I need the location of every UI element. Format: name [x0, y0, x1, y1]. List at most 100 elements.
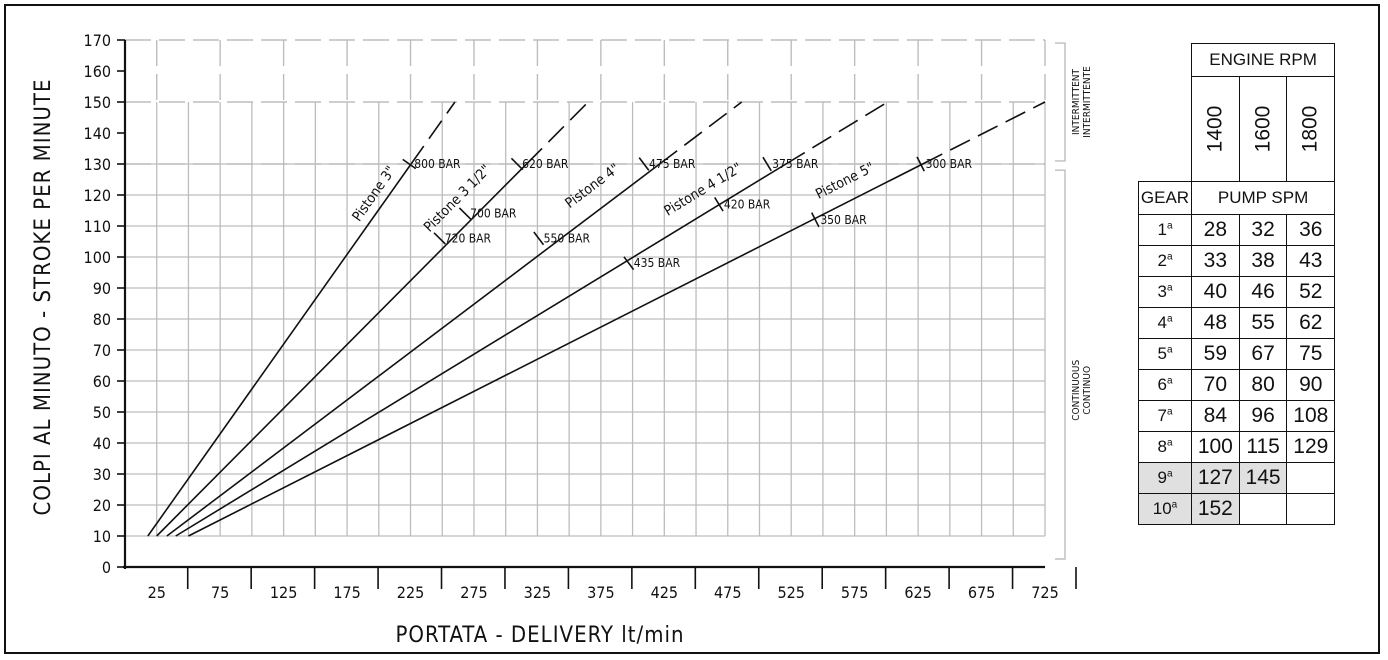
x-tick-label: 425	[651, 583, 678, 602]
x-tick-label: 125	[270, 583, 297, 602]
gear-ordinal: a	[1166, 437, 1173, 449]
spm-cell: 80	[1238, 369, 1288, 401]
x-tick-label: 525	[777, 583, 804, 602]
gear-number: 10	[1152, 499, 1172, 518]
y-tick-label: 70	[93, 341, 111, 360]
rpm-value: 1400	[1203, 105, 1227, 153]
spm-cell: 52	[1286, 276, 1336, 308]
y-tick-label: 170	[84, 31, 111, 50]
gear-number: 4	[1157, 313, 1167, 332]
zone-labels: INTERMITTENT INTERMITTENTE CONTINUOUS CONTI…	[1055, 42, 1093, 560]
pressure-label: 800 BAR	[414, 157, 461, 171]
x-tick-label: 275	[460, 583, 487, 602]
y-tick-label: 150	[84, 93, 111, 112]
delivery-chart: 0 10 20 30 40 50 60 70 80 90 100 110 120 130 140 150 160…	[31, 31, 1093, 648]
gear-ordinal: a	[1166, 468, 1173, 480]
gear-ordinal: a	[1166, 282, 1173, 294]
y-tick-label: 120	[84, 186, 111, 205]
gear-number: 8	[1157, 437, 1167, 456]
pressure-label: 700 BAR	[470, 207, 517, 221]
gear-number: 3	[1157, 282, 1167, 301]
intermittent-label-line: INTERMITTENT	[1071, 69, 1082, 135]
x-tick-label: 575	[841, 583, 868, 602]
gear-ordinal: a	[1166, 313, 1173, 325]
spm-cell: 28	[1191, 214, 1240, 246]
spm-cell: 70	[1191, 369, 1240, 401]
y-tick-label: 10	[93, 527, 111, 546]
y-axis-label: COLPI AL MINUTO - STROKE PER MINUTE	[31, 79, 56, 516]
x-tick-label: 475	[714, 583, 741, 602]
intermittent-bracket	[1055, 42, 1066, 162]
table-corner	[1138, 43, 1192, 182]
x-tick-label: 25	[148, 583, 166, 602]
gear-cell: 2a	[1138, 245, 1192, 277]
spm-cell: 48	[1191, 307, 1240, 339]
table-row: 4a 48 55 62	[1138, 307, 1336, 339]
pressure-label: 475 BAR	[649, 157, 696, 171]
series-line-solid	[188, 163, 923, 537]
spm-cell	[1286, 493, 1336, 525]
pressure-label: 350 BAR	[820, 213, 867, 227]
series-name: Pistone 4"	[562, 161, 622, 212]
pressure-tick	[623, 256, 635, 271]
spm-cell: 33	[1191, 245, 1240, 277]
pressure-tick	[762, 156, 772, 172]
spm-cell: 100	[1191, 431, 1240, 463]
pressure-tick	[402, 158, 417, 170]
rpm-header-1400: 1400	[1191, 76, 1240, 182]
series-line-dashed	[785, 101, 889, 165]
x-tick-label: 325	[524, 583, 551, 602]
pressure-label: 620 BAR	[522, 157, 569, 171]
pressure-tick	[433, 232, 446, 245]
rpm-value: 1600	[1251, 105, 1275, 153]
continuous-label-line: CONTINUOUS	[1071, 360, 1082, 421]
y-tick-label: 60	[93, 372, 111, 391]
figure-frame	[4, 4, 1380, 654]
series-line-solid	[147, 163, 412, 537]
gear-cell: 5a	[1138, 338, 1192, 370]
table-row: 3a 40 46 52	[1138, 276, 1336, 308]
pressure-tick	[533, 231, 545, 246]
pressure-tick	[810, 212, 820, 228]
continuous-label-line: CONTINUO	[1082, 366, 1093, 415]
pressure-label: 720 BAR	[445, 231, 492, 245]
gear-cell: 8a	[1138, 431, 1192, 463]
spm-cell: 59	[1191, 338, 1240, 370]
spm-cell: 152	[1191, 493, 1240, 525]
gear-cell: 3a	[1138, 276, 1192, 308]
pressure-tick	[916, 156, 925, 172]
gear-ordinal: a	[1166, 406, 1173, 418]
gear-cell: 7a	[1138, 400, 1192, 432]
spm-cell: 75	[1286, 338, 1336, 370]
gear-cell: 10a	[1138, 493, 1192, 525]
y-tick-label: 50	[93, 403, 111, 422]
spm-cell: 36	[1286, 214, 1336, 246]
y-tick-label: 30	[93, 465, 111, 484]
y-tick-label: 140	[84, 124, 111, 143]
spm-cell	[1238, 493, 1288, 525]
table-row: 1a 28 32 36	[1138, 214, 1336, 246]
table-row: 2a 33 38 43	[1138, 245, 1336, 277]
spm-cell: 38	[1238, 245, 1288, 277]
gear-ordinal: a	[1166, 220, 1173, 232]
spm-cell: 115	[1238, 431, 1288, 463]
spm-cell: 55	[1238, 307, 1288, 339]
pressure-label: 375 BAR	[772, 157, 819, 171]
rpm-header-1800: 1800	[1286, 76, 1336, 182]
pump-spm-table: ENGINE RPM 1400 1600 1800 GEAR PUMP SPM 1a 28 32…	[1138, 43, 1336, 525]
gear-number: 6	[1157, 375, 1167, 394]
table-row: 5a 59 67 75	[1138, 338, 1336, 370]
gear-header: GEAR	[1138, 181, 1192, 215]
table-row: 10a 152	[1138, 493, 1336, 525]
gear-cell: 9a	[1138, 462, 1192, 494]
spm-cell: 43	[1286, 245, 1336, 277]
pressure-label: 435 BAR	[634, 256, 681, 270]
x-tick-label: 225	[397, 583, 424, 602]
pressure-label: 300 BAR	[926, 157, 973, 171]
pump-spm-header: PUMP SPM	[1190, 181, 1336, 215]
y-tick-label: 100	[84, 248, 111, 267]
series-line-solid	[156, 163, 528, 537]
spm-cell: 129	[1286, 431, 1336, 463]
y-tick-label: 160	[84, 62, 111, 81]
spm-cell: 32	[1238, 214, 1288, 246]
